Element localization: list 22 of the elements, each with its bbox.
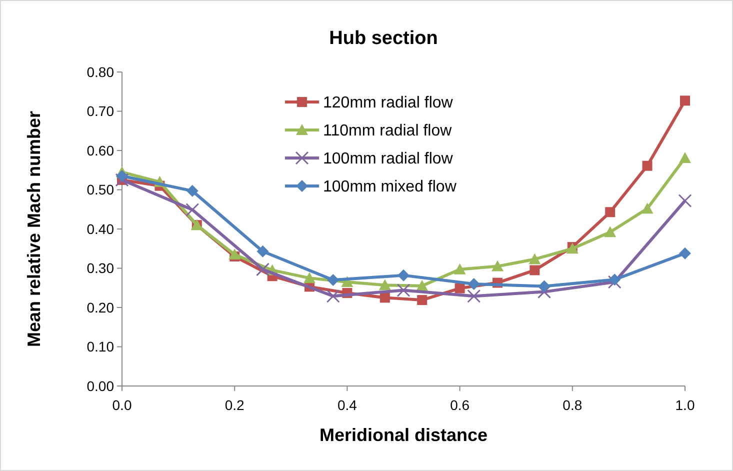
y-tick-label: 0.70 xyxy=(86,103,114,120)
legend-label: 100mm mixed flow xyxy=(323,178,457,196)
y-tick-label: 0.80 xyxy=(86,64,114,80)
y-tick-label: 0.10 xyxy=(86,338,114,355)
x-tick-label: 0.8 xyxy=(562,397,582,413)
y-tick-label: 0.60 xyxy=(86,142,114,158)
y-tick-label: 0.50 xyxy=(86,182,114,198)
legend-label: 120mm radial flow xyxy=(323,94,454,112)
y-tick-label: 0.20 xyxy=(86,299,114,316)
y-axis-title: Mean relative Mach number xyxy=(24,110,44,348)
x-tick-label: 1.0 xyxy=(675,397,695,413)
x-axis-title: Meridional distance xyxy=(319,425,488,445)
chart-title: Hub section xyxy=(329,28,438,49)
x-tick-label: 0.2 xyxy=(224,397,245,413)
y-tick-label: 0.30 xyxy=(86,260,114,276)
y-tick-label: 0.00 xyxy=(86,378,114,394)
x-tick-label: 0.6 xyxy=(450,397,470,413)
legend-label: 100mm radial flow xyxy=(323,150,454,168)
legend-label: 110mm radial flow xyxy=(323,122,452,140)
y-tick-label: 0.40 xyxy=(86,220,114,237)
x-tick-label: 0.0 xyxy=(112,397,132,413)
x-tick-label: 0.4 xyxy=(337,397,358,413)
